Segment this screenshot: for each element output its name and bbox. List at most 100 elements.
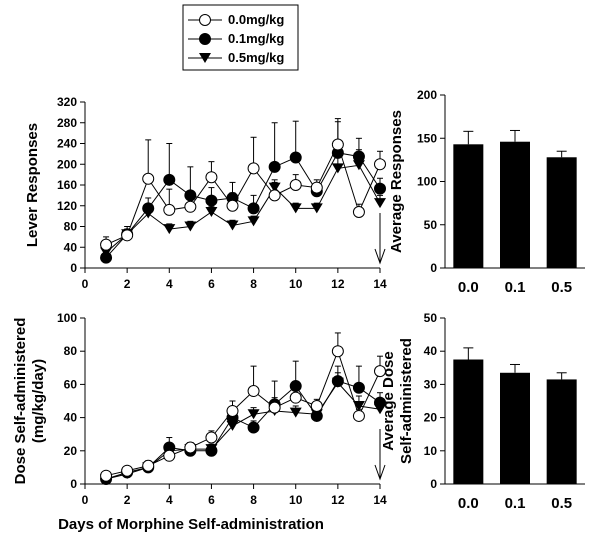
data-point-filled-circle — [142, 202, 155, 215]
y-tick-label: 80 — [64, 220, 78, 234]
y-tick-label: 40 — [64, 411, 78, 425]
data-point-filled-circle — [247, 421, 260, 434]
data-point-filled-circle — [374, 182, 386, 195]
data-point-filled-circle — [184, 189, 197, 202]
data-point-triangle — [352, 160, 365, 171]
data-point-filled-circle — [205, 194, 218, 207]
data-point-triangle — [163, 224, 176, 235]
data-point-open-circle — [374, 365, 386, 378]
data-point-open-circle — [331, 345, 344, 358]
x-tick-label: 8 — [250, 277, 257, 291]
x-tick-label: 0.1 — [505, 495, 526, 512]
x-tick-label: 12 — [331, 277, 345, 291]
data-point-triangle — [226, 220, 239, 231]
data-point-filled-circle — [374, 396, 386, 409]
x-tick-label: 6 — [208, 493, 215, 507]
data-point-triangle — [289, 203, 302, 214]
y-tick-label: 200 — [57, 157, 77, 171]
data-point-open-circle — [247, 385, 260, 398]
series-line — [105, 349, 381, 477]
x-tick-label: 0.5 — [551, 279, 572, 296]
data-point-triangle — [268, 182, 281, 193]
chart-lever-responses: 0 40 80 120 160 200 240 280 320 0 2 4 6 8 10 12 14 Lever … — [24, 95, 387, 291]
y-axis-label: Average Dose — [380, 351, 397, 451]
bar — [453, 359, 484, 484]
bar — [546, 379, 577, 484]
bar — [546, 157, 577, 268]
data-point-open-circle — [226, 199, 239, 212]
data-point-open-circle — [184, 200, 197, 213]
x-tick-label: 6 — [208, 277, 215, 291]
y-axis-label: Lever Responses — [24, 123, 41, 247]
x-tick-label: 0 — [82, 277, 89, 291]
data-point-open-circle — [352, 409, 365, 422]
legend-entry-0: 0.0mg/kg — [188, 12, 284, 27]
data-point-open-circle — [163, 203, 176, 216]
y-tick-label: 160 — [57, 178, 77, 192]
x-tick-label: 14 — [373, 493, 387, 507]
y-tick-label: 40 — [424, 344, 438, 358]
y-tick-label: 20 — [424, 411, 438, 425]
y-tick-label: 240 — [57, 137, 77, 151]
data-point-filled-circle — [247, 202, 260, 215]
x-tick-label: 0.5 — [551, 495, 572, 512]
x-tick-label: 10 — [289, 277, 303, 291]
data-point-triangle — [247, 409, 260, 420]
data-point-triangle — [247, 216, 260, 227]
data-point-filled-circle — [352, 150, 365, 163]
y-tick-label: 320 — [57, 95, 77, 109]
y-tick-label: 200 — [417, 88, 437, 102]
legend-label: 0.1mg/kg — [228, 31, 284, 46]
data-point-open-circle — [121, 229, 134, 242]
x-tick-label: 12 — [331, 493, 345, 507]
x-tick-label: 8 — [250, 493, 257, 507]
x-tick-label: 0.0 — [458, 495, 479, 512]
arrow-head — [374, 464, 386, 481]
series-line — [105, 164, 381, 253]
data-point-open-circle — [100, 469, 113, 482]
data-point-filled-circle — [289, 151, 302, 164]
data-point-open-circle — [289, 391, 302, 404]
y-tick-label: 60 — [64, 377, 78, 391]
y-tick-label: 50 — [424, 311, 438, 325]
data-point-triangle — [310, 203, 323, 214]
data-point-open-circle — [205, 171, 218, 184]
y-axis-label: Average Responses — [388, 110, 405, 253]
x-tick-label: 14 — [373, 277, 387, 291]
data-point-open-circle — [142, 172, 155, 185]
y-axis-label: (mg/kg/day) — [30, 359, 47, 443]
x-tick-label: 10 — [289, 493, 303, 507]
chart-average-dose: 0 10 20 30 40 50 0.0 0.1 0.5 Average Dose Self-adm… — [380, 311, 585, 512]
x-tick-label: 0.1 — [505, 279, 526, 296]
x-tick-label: 4 — [166, 277, 173, 291]
y-tick-label: 80 — [64, 344, 78, 358]
data-point-open-circle — [184, 441, 197, 454]
data-point-filled-circle — [352, 381, 365, 394]
data-point-open-circle — [310, 399, 323, 412]
data-point-open-circle — [331, 138, 344, 151]
data-point-open-circle — [163, 449, 176, 462]
data-point-filled-circle — [100, 251, 113, 264]
y-tick-label: 120 — [57, 199, 77, 213]
data-point-open-circle — [268, 189, 281, 202]
data-point-triangle — [374, 198, 386, 209]
data-point-open-circle — [289, 179, 302, 191]
chart-dose-self-administered: 0 20 40 60 80 100 0 2 4 6 8 10 12 14 Dose Self-adminis… — [12, 311, 387, 507]
data-point-open-circle — [121, 464, 134, 477]
data-point-filled-circle — [289, 380, 302, 393]
data-point-open-circle — [352, 205, 365, 218]
data-point-filled-circle — [310, 409, 323, 422]
y-tick-label: 0 — [70, 477, 77, 491]
data-point-triangle — [226, 420, 239, 431]
data-point-triangle — [289, 407, 302, 418]
data-point-filled-circle — [268, 160, 281, 173]
data-point-open-circle — [226, 404, 239, 417]
y-tick-label: 30 — [424, 377, 438, 391]
y-tick-label: 0 — [430, 261, 437, 275]
bar — [453, 144, 484, 268]
data-point-open-circle — [205, 431, 218, 444]
bar — [500, 141, 530, 268]
data-point-triangle — [205, 206, 218, 217]
data-point-open-circle — [247, 162, 260, 175]
